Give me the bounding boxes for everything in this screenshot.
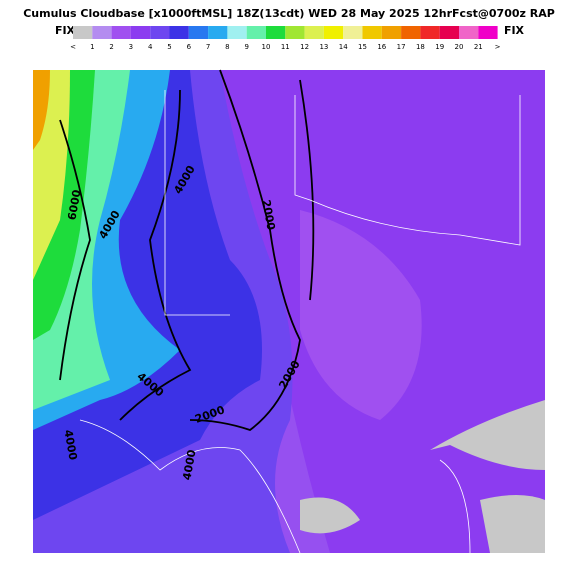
colorbar-label: < — [70, 43, 76, 51]
colorbar-label: 13 — [319, 43, 328, 51]
colorbar-label: 9 — [244, 43, 248, 51]
colorbar-label: 7 — [206, 43, 210, 51]
colorbar-label: > — [495, 43, 501, 51]
colorbar-label: 21 — [474, 43, 483, 51]
title: Cumulus Cloudbase [x1000ftMSL] 18Z(13cdt… — [23, 7, 555, 20]
colorbar-label: 19 — [435, 43, 444, 51]
contour-label: 4000 — [61, 429, 79, 462]
colorbar-swatch — [246, 26, 266, 39]
colorbar-label: 16 — [377, 43, 386, 51]
colorbar-swatch — [343, 26, 363, 39]
contour-label: 2000 — [259, 199, 277, 232]
colorbar-swatch — [169, 26, 189, 39]
colorbar-swatch — [323, 26, 344, 39]
colorbar-swatch — [285, 26, 305, 39]
colorbar-label: 4 — [148, 43, 153, 51]
colorbar: <1 2 3 4 5 6 7 8 9 10 11 12 13 14 15 16 17 18 19 20 21 > — [70, 26, 501, 51]
colorbar-label: 20 — [455, 43, 464, 51]
colorbar-swatch — [304, 26, 324, 39]
colorbar-swatch — [401, 26, 421, 39]
fix-right: FIX — [504, 24, 525, 37]
colorbar-swatch — [362, 26, 382, 39]
colorbar-label: 18 — [416, 43, 425, 51]
colorbar-label: 12 — [300, 43, 309, 51]
colorbar-swatch — [478, 26, 498, 39]
colorbar-swatch — [208, 26, 228, 39]
colorbar-label: 2 — [109, 43, 113, 51]
contour-label: 4000 — [180, 448, 198, 481]
colorbar-label: 10 — [262, 43, 271, 51]
colorbar-swatch — [381, 26, 402, 39]
map — [33, 69, 545, 554]
colorbar-swatch — [111, 26, 131, 39]
colorbar-label: 5 — [167, 43, 171, 51]
colorbar-label: 6 — [187, 43, 192, 51]
colorbar-swatch — [439, 26, 459, 39]
colorbar-label: 15 — [358, 43, 367, 51]
colorbar-swatch — [130, 26, 151, 39]
colorbar-swatch — [459, 26, 479, 39]
colorbar-label: 1 — [90, 43, 94, 51]
colorbar-swatch — [73, 26, 93, 39]
colorbar-swatch — [227, 26, 247, 39]
colorbar-label: 14 — [339, 43, 348, 51]
colorbar-swatch — [420, 26, 440, 39]
fix-left: FIX — [55, 24, 76, 37]
colorbar-label: 17 — [397, 43, 406, 51]
colorbar-label: 8 — [225, 43, 229, 51]
colorbar-label: 11 — [281, 43, 290, 51]
colorbar-swatch — [150, 26, 170, 39]
contour-label: 6000 — [65, 188, 83, 221]
colorbar-swatch — [92, 26, 112, 39]
colorbar-swatch — [266, 26, 286, 39]
colorbar-swatch — [188, 26, 209, 39]
colorbar-label: 3 — [129, 43, 133, 51]
